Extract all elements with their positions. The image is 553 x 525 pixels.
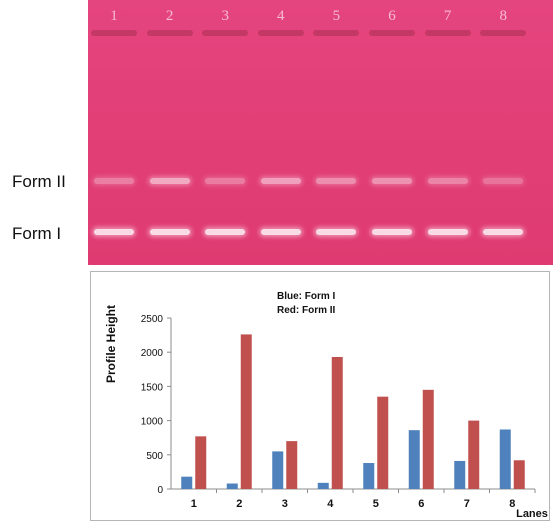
x-tick-label-5: 5 bbox=[373, 498, 379, 510]
form-i-band-lane-2 bbox=[149, 229, 190, 235]
form-ii-band-lane-6 bbox=[372, 178, 412, 184]
lane-number-5: 5 bbox=[332, 8, 341, 24]
lane-number-3: 3 bbox=[221, 8, 229, 24]
form-i-bar-5 bbox=[363, 463, 375, 489]
y-axis-label: Profile Height bbox=[104, 305, 118, 383]
x-tick-label-8: 8 bbox=[509, 498, 515, 510]
y-tick-label: 1000 bbox=[141, 417, 164, 428]
form-i-band-lane-4 bbox=[260, 229, 301, 235]
form-i-bar-8 bbox=[499, 429, 511, 489]
well-lane-6 bbox=[369, 30, 415, 36]
form-i-band-lane-3 bbox=[205, 229, 246, 235]
well-lane-4 bbox=[257, 30, 304, 36]
legend-note-red: Red: Form II bbox=[277, 305, 336, 316]
x-tick-label-3: 3 bbox=[282, 498, 288, 510]
bar-chart: Profile Height Blue: Form I Red: Form II… bbox=[104, 291, 548, 520]
x-axis-title: Lanes bbox=[516, 508, 548, 520]
form-ii-bar-7 bbox=[468, 420, 480, 489]
form-i-band-lane-5 bbox=[316, 229, 357, 235]
form-ii-bar-3 bbox=[286, 441, 298, 489]
form-i-band-lane-1 bbox=[94, 229, 134, 235]
lane-number-4: 4 bbox=[277, 8, 285, 24]
y-tick-label: 0 bbox=[157, 485, 163, 496]
form-i-bar-6 bbox=[408, 430, 420, 489]
y-axis-title: Profile Height bbox=[104, 305, 118, 383]
well-lane-2 bbox=[146, 30, 193, 36]
y-tick-label: 1500 bbox=[141, 382, 164, 393]
x-tick-label-2: 2 bbox=[236, 498, 242, 510]
form-i-bar-7 bbox=[454, 460, 466, 489]
form-ii-bar-6 bbox=[422, 389, 434, 489]
plot-area: 0 500 1000 1500 2000 2500 1 2 3 4 5 6 7 8 bbox=[141, 314, 536, 510]
form-i-band-lane-6 bbox=[372, 229, 412, 235]
form-ii-band-lane-4 bbox=[260, 178, 301, 184]
well-lane-8 bbox=[480, 30, 527, 36]
form-ii-band-lane-7 bbox=[427, 178, 468, 184]
x-tick-label-1: 1 bbox=[191, 498, 197, 510]
form-i-label: Form I bbox=[12, 224, 62, 243]
form-ii-band-lane-8 bbox=[483, 178, 524, 184]
form-ii-bar-1 bbox=[195, 436, 207, 489]
x-tick-label-4: 4 bbox=[327, 498, 334, 510]
well-lane-7 bbox=[424, 30, 471, 36]
form-ii-bar-4 bbox=[331, 356, 343, 489]
form-ii-bar-2 bbox=[240, 334, 252, 489]
y-tick-label: 2500 bbox=[141, 314, 164, 325]
form-i-band-lane-8 bbox=[483, 229, 524, 235]
x-tick-label-6: 6 bbox=[418, 498, 424, 510]
form-i-bar-1 bbox=[181, 476, 193, 489]
legend-note-blue: Blue: Form I bbox=[277, 291, 336, 302]
form-ii-band-lane-1 bbox=[94, 178, 134, 184]
form-ii-band-lane-5 bbox=[316, 178, 357, 184]
gel-image: 1 2 3 4 5 6 7 8 bbox=[88, 0, 553, 265]
well-lane-5 bbox=[313, 30, 360, 36]
lane-number-6: 6 bbox=[388, 8, 396, 24]
form-ii-band-lane-3 bbox=[205, 178, 246, 184]
well-lane-1 bbox=[91, 30, 137, 36]
form-ii-label: Form II bbox=[12, 172, 66, 191]
form-i-band-lane-7 bbox=[427, 229, 468, 235]
lane-number-7: 7 bbox=[443, 8, 452, 24]
form-ii-bar-8 bbox=[513, 460, 525, 489]
y-tick-label: 2000 bbox=[141, 348, 164, 359]
x-tick-label-7: 7 bbox=[464, 498, 470, 510]
form-ii-bar-5 bbox=[377, 396, 389, 489]
well-lane-3 bbox=[202, 30, 249, 36]
form-i-bar-2 bbox=[226, 483, 238, 489]
form-ii-band-lane-2 bbox=[149, 178, 190, 184]
chart-frame: Profile Height Blue: Form I Red: Form II… bbox=[90, 271, 550, 521]
form-i-bar-4 bbox=[317, 482, 329, 489]
lane-number-1: 1 bbox=[110, 8, 118, 24]
form-i-bar-3 bbox=[272, 451, 284, 489]
lane-number-8: 8 bbox=[499, 8, 507, 24]
y-tick-label: 500 bbox=[146, 451, 163, 462]
lane-number-2: 2 bbox=[165, 8, 174, 24]
